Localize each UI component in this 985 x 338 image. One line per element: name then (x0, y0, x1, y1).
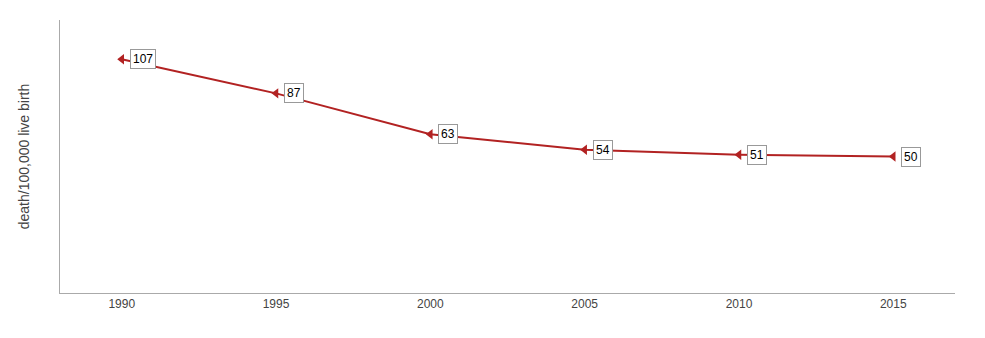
svg-text:51: 51 (750, 148, 764, 162)
svg-text:death/100,000 live birth: death/100,000 live birth (16, 84, 32, 230)
svg-text:2005: 2005 (571, 297, 598, 311)
svg-text:2010: 2010 (726, 297, 753, 311)
svg-text:63: 63 (441, 127, 455, 141)
svg-text:1990: 1990 (108, 297, 135, 311)
svg-text:2000: 2000 (417, 297, 444, 311)
svg-text:87: 87 (287, 86, 301, 100)
svg-text:54: 54 (596, 143, 610, 157)
svg-text:1995: 1995 (263, 297, 290, 311)
svg-text:107: 107 (133, 52, 153, 66)
svg-text:50: 50 (904, 150, 918, 164)
svg-text:2015: 2015 (880, 297, 907, 311)
